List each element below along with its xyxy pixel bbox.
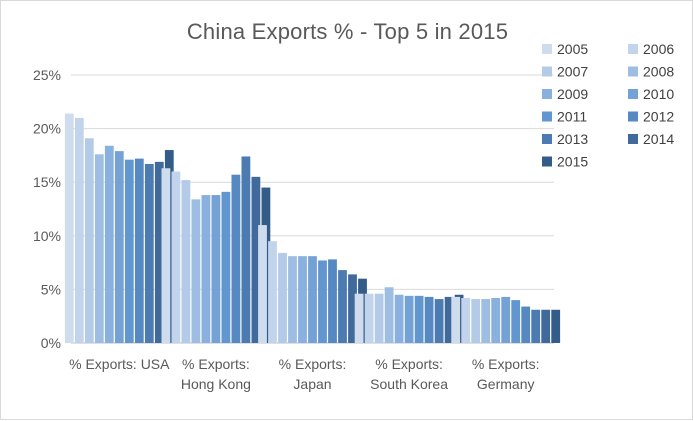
bar [211,195,221,343]
legend-swatch [542,156,552,167]
bar [414,295,424,343]
bar [551,309,561,343]
chart-title: China Exports % - Top 5 in 2015 [186,19,509,44]
x-category-label: Hong Kong [181,376,251,392]
bar [84,138,94,343]
bar [394,294,404,343]
legend-swatch [628,44,638,54]
bar [354,293,364,343]
bar [481,299,491,343]
bar [241,156,251,343]
bar [134,158,144,343]
bar [451,296,461,343]
bar [268,241,277,343]
y-tick-label: 0% [41,335,61,351]
legend-label: 2013 [557,131,588,147]
x-category-label: % Exports: [472,356,540,372]
y-tick-label: 5% [41,281,61,297]
bar [501,296,511,343]
bar [114,151,124,343]
bar [434,299,444,343]
bar [471,299,481,343]
bar [491,297,501,343]
legend-swatch [542,89,552,99]
legend-swatch [542,111,552,122]
bar [444,296,454,343]
legend-swatch [628,89,638,99]
y-tick-label: 10% [33,228,61,244]
bar [251,176,261,343]
x-category-label: Japan [293,376,331,392]
bar [338,270,347,343]
bar [308,256,317,343]
bar [511,300,521,343]
bar [348,274,357,343]
bar [124,159,134,343]
bar [181,180,191,343]
bar [364,293,374,343]
legend-label: 2005 [557,41,588,57]
bar [318,260,327,343]
legend-swatch [628,111,638,122]
bar [171,171,181,343]
bar [74,117,84,343]
x-category-label: % Exports: [182,356,250,372]
y-tick-label: 20% [33,121,61,137]
bar [404,295,414,343]
x-category-label: Germany [477,376,535,392]
bar [278,252,287,343]
bar [144,163,154,343]
y-tick-label: 25% [33,67,61,83]
bar [424,296,434,343]
bar [94,154,104,343]
bar [231,174,241,343]
legend-label: 2011 [557,109,587,125]
legend-label: 2012 [643,109,674,125]
bar [531,309,541,343]
bar [521,306,531,343]
bar [258,225,267,343]
x-category-label: % Exports: USA [69,356,170,372]
bar [191,199,201,343]
bar [64,113,74,343]
legend-label: 2014 [643,131,674,147]
x-category-label: % Exports: [279,356,347,372]
bar [374,293,384,343]
bar [201,195,211,343]
legend-label: 2008 [643,64,674,80]
bar [461,297,471,343]
bar [104,145,114,343]
bar [288,256,297,343]
legend-label: 2010 [643,86,674,102]
bar [384,287,394,343]
bar [298,256,307,343]
legend-label: 2006 [643,41,674,57]
bar [328,259,337,343]
x-category-label: South Korea [370,376,448,392]
legend-swatch [542,66,552,77]
bar [154,161,164,343]
bar [161,168,171,343]
legend-swatch [628,134,638,144]
legend-swatch [542,134,552,144]
legend-swatch [628,66,638,77]
legend-label: 2007 [557,64,588,80]
y-tick-label: 15% [33,174,61,190]
x-category-label: % Exports: [375,356,443,372]
legend-label: 2015 [557,154,588,170]
legend-label: 2009 [557,86,588,102]
legend-swatch [542,44,552,54]
bar [221,191,231,343]
bar [541,309,551,343]
